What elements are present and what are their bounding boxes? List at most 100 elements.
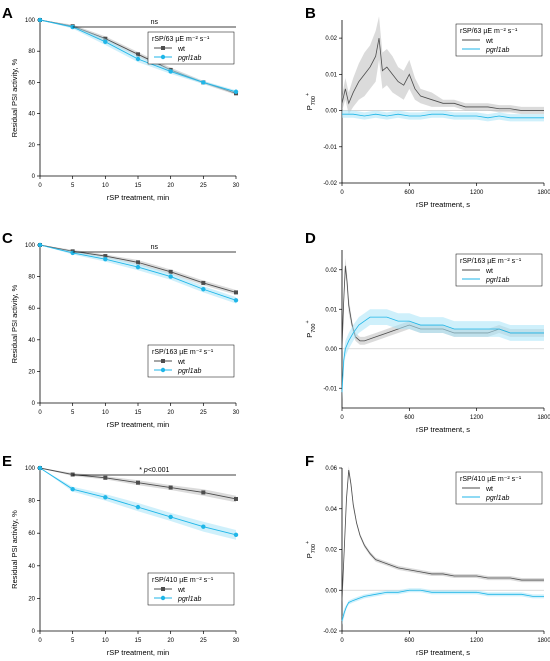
y-tick-label: 40 <box>28 112 35 118</box>
y-axis-label: Residual PSI activity, % <box>10 284 19 363</box>
y-tick-label: 80 <box>28 499 35 505</box>
series-band-pgrl1ab <box>40 468 236 540</box>
legend-marker-pgrl1ab <box>160 595 166 601</box>
x-tick-label: 10 <box>102 410 109 416</box>
y-tick-label: 20 <box>28 596 35 602</box>
x-tick-label: 0 <box>340 190 344 196</box>
series-band-pgrl1ab <box>342 309 544 401</box>
y-axis-label: P700+ <box>305 541 317 558</box>
x-tick-label: 1200 <box>470 415 484 421</box>
x-tick-label: 1800 <box>537 190 550 196</box>
y-tick-label: 0 <box>32 174 36 180</box>
series-line-wt <box>341 469 544 601</box>
y-axis-label: P700+ <box>305 320 317 337</box>
data-point-wt <box>103 475 108 480</box>
x-tick-label: 30 <box>233 638 240 644</box>
panel-letter: B <box>305 5 316 22</box>
x-tick-label: 20 <box>167 410 174 416</box>
panel-letter: D <box>305 230 316 247</box>
x-tick-label: 0 <box>38 410 42 416</box>
y-tick-label: 80 <box>28 49 35 55</box>
data-point-wt <box>234 290 238 295</box>
y-tick-label: 20 <box>28 369 35 375</box>
data-point-pgrl1ab <box>70 486 75 492</box>
data-point-pgrl1ab <box>103 495 108 500</box>
legend-label-wt: wt <box>485 268 493 275</box>
legend-label-wt: wt <box>177 46 185 53</box>
x-tick-label: 5 <box>71 410 75 416</box>
data-point-wt <box>103 254 108 259</box>
data-point-pgrl1ab <box>37 465 43 471</box>
series-line-wt <box>341 38 544 111</box>
legend-marker-pgrl1ab <box>160 54 166 60</box>
legend-marker-pgrl1ab <box>160 367 166 373</box>
data-point-pgrl1ab <box>168 514 173 520</box>
y-tick-label: 0 <box>32 629 36 635</box>
y-tick-label: 60 <box>28 80 35 86</box>
data-point-pgrl1ab <box>201 524 206 529</box>
x-axis-label: rSP treatment, min <box>107 193 169 202</box>
significance-label: * p<0.001 <box>139 467 169 474</box>
data-point-pgrl1ab <box>37 17 43 23</box>
series-band-pgrl1ab <box>342 588 544 625</box>
x-tick-label: 15 <box>135 410 142 416</box>
legend: rSP/410 µE m⁻² s⁻¹ wt pgrl1ab <box>455 471 543 505</box>
data-point-wt <box>201 490 206 495</box>
panel-letter: C <box>2 230 13 247</box>
x-tick-label: 20 <box>167 638 174 644</box>
data-point-wt <box>168 269 173 274</box>
legend-title: rSP/63 µE m⁻² s⁻¹ <box>460 28 518 35</box>
x-tick-label: 10 <box>102 638 109 644</box>
x-tick-label: 600 <box>404 190 415 196</box>
x-tick-label: 600 <box>404 638 415 644</box>
data-point-pgrl1ab <box>233 89 239 94</box>
series-band-pgrl1ab <box>40 245 236 304</box>
y-axis-label: P700+ <box>305 93 317 110</box>
x-tick-label: 1200 <box>470 190 484 196</box>
y-tick-label: 0.01 <box>325 72 337 78</box>
legend-label-pgrl1ab: pgrl1ab <box>485 495 509 502</box>
x-axis-label: rSP treatment, min <box>107 420 169 429</box>
y-axis-label: Residual PSI activity, % <box>10 510 19 589</box>
series-line-pgrl1ab <box>341 589 544 621</box>
y-tick-label: 0.06 <box>325 466 337 472</box>
data-point-wt <box>234 496 238 501</box>
x-tick-label: 0 <box>340 415 344 421</box>
y-tick-label: 0 <box>32 401 36 407</box>
legend-label-wt: wt <box>177 587 185 594</box>
y-tick-label: 60 <box>28 531 35 537</box>
legend-label-pgrl1ab: pgrl1ab <box>177 368 201 375</box>
data-point-pgrl1ab <box>168 274 173 279</box>
y-tick-label: 0.01 <box>325 307 337 313</box>
legend-label-wt: wt <box>177 359 185 366</box>
x-tick-label: 20 <box>167 183 174 189</box>
x-tick-label: 25 <box>200 183 207 189</box>
data-point-wt <box>136 480 140 485</box>
x-axis-label: rSP treatment, min <box>107 648 169 657</box>
series-band-wt <box>342 16 544 115</box>
panel-letter: F <box>305 453 314 470</box>
data-point-pgrl1ab <box>233 298 239 303</box>
data-point-pgrl1ab <box>103 257 108 262</box>
legend: rSP/410 µE m⁻² s⁻¹ wt pgrl1ab <box>147 572 235 606</box>
data-point-wt <box>136 260 140 265</box>
legend-marker-wt <box>161 359 165 363</box>
legend-label-pgrl1ab: pgrl1ab <box>485 47 509 54</box>
data-point-pgrl1ab <box>37 242 43 248</box>
x-tick-label: 0 <box>38 638 42 644</box>
legend-marker-wt <box>161 46 165 50</box>
legend: rSP/63 µE m⁻² s⁻¹ wt pgrl1ab <box>455 23 543 57</box>
series-line-pgrl1ab <box>342 113 544 119</box>
x-tick-label: 5 <box>71 638 75 644</box>
data-point-wt <box>70 472 75 477</box>
y-tick-label: -0.01 <box>323 145 337 151</box>
data-point-pgrl1ab <box>201 287 206 292</box>
panel-b: B 0 600 1200 1800 -0.02 -0.01 0.00 0.01 0.02 rSP t… <box>305 5 550 209</box>
x-tick-label: 30 <box>233 183 240 189</box>
x-tick-label: 0 <box>38 183 42 189</box>
series-line-pgrl1ab <box>341 316 544 393</box>
x-axis-label: rSP treatment, s <box>416 425 470 434</box>
y-tick-label: 0.00 <box>325 109 337 115</box>
significance-label: ns <box>151 19 159 26</box>
x-tick-label: 0 <box>340 638 344 644</box>
